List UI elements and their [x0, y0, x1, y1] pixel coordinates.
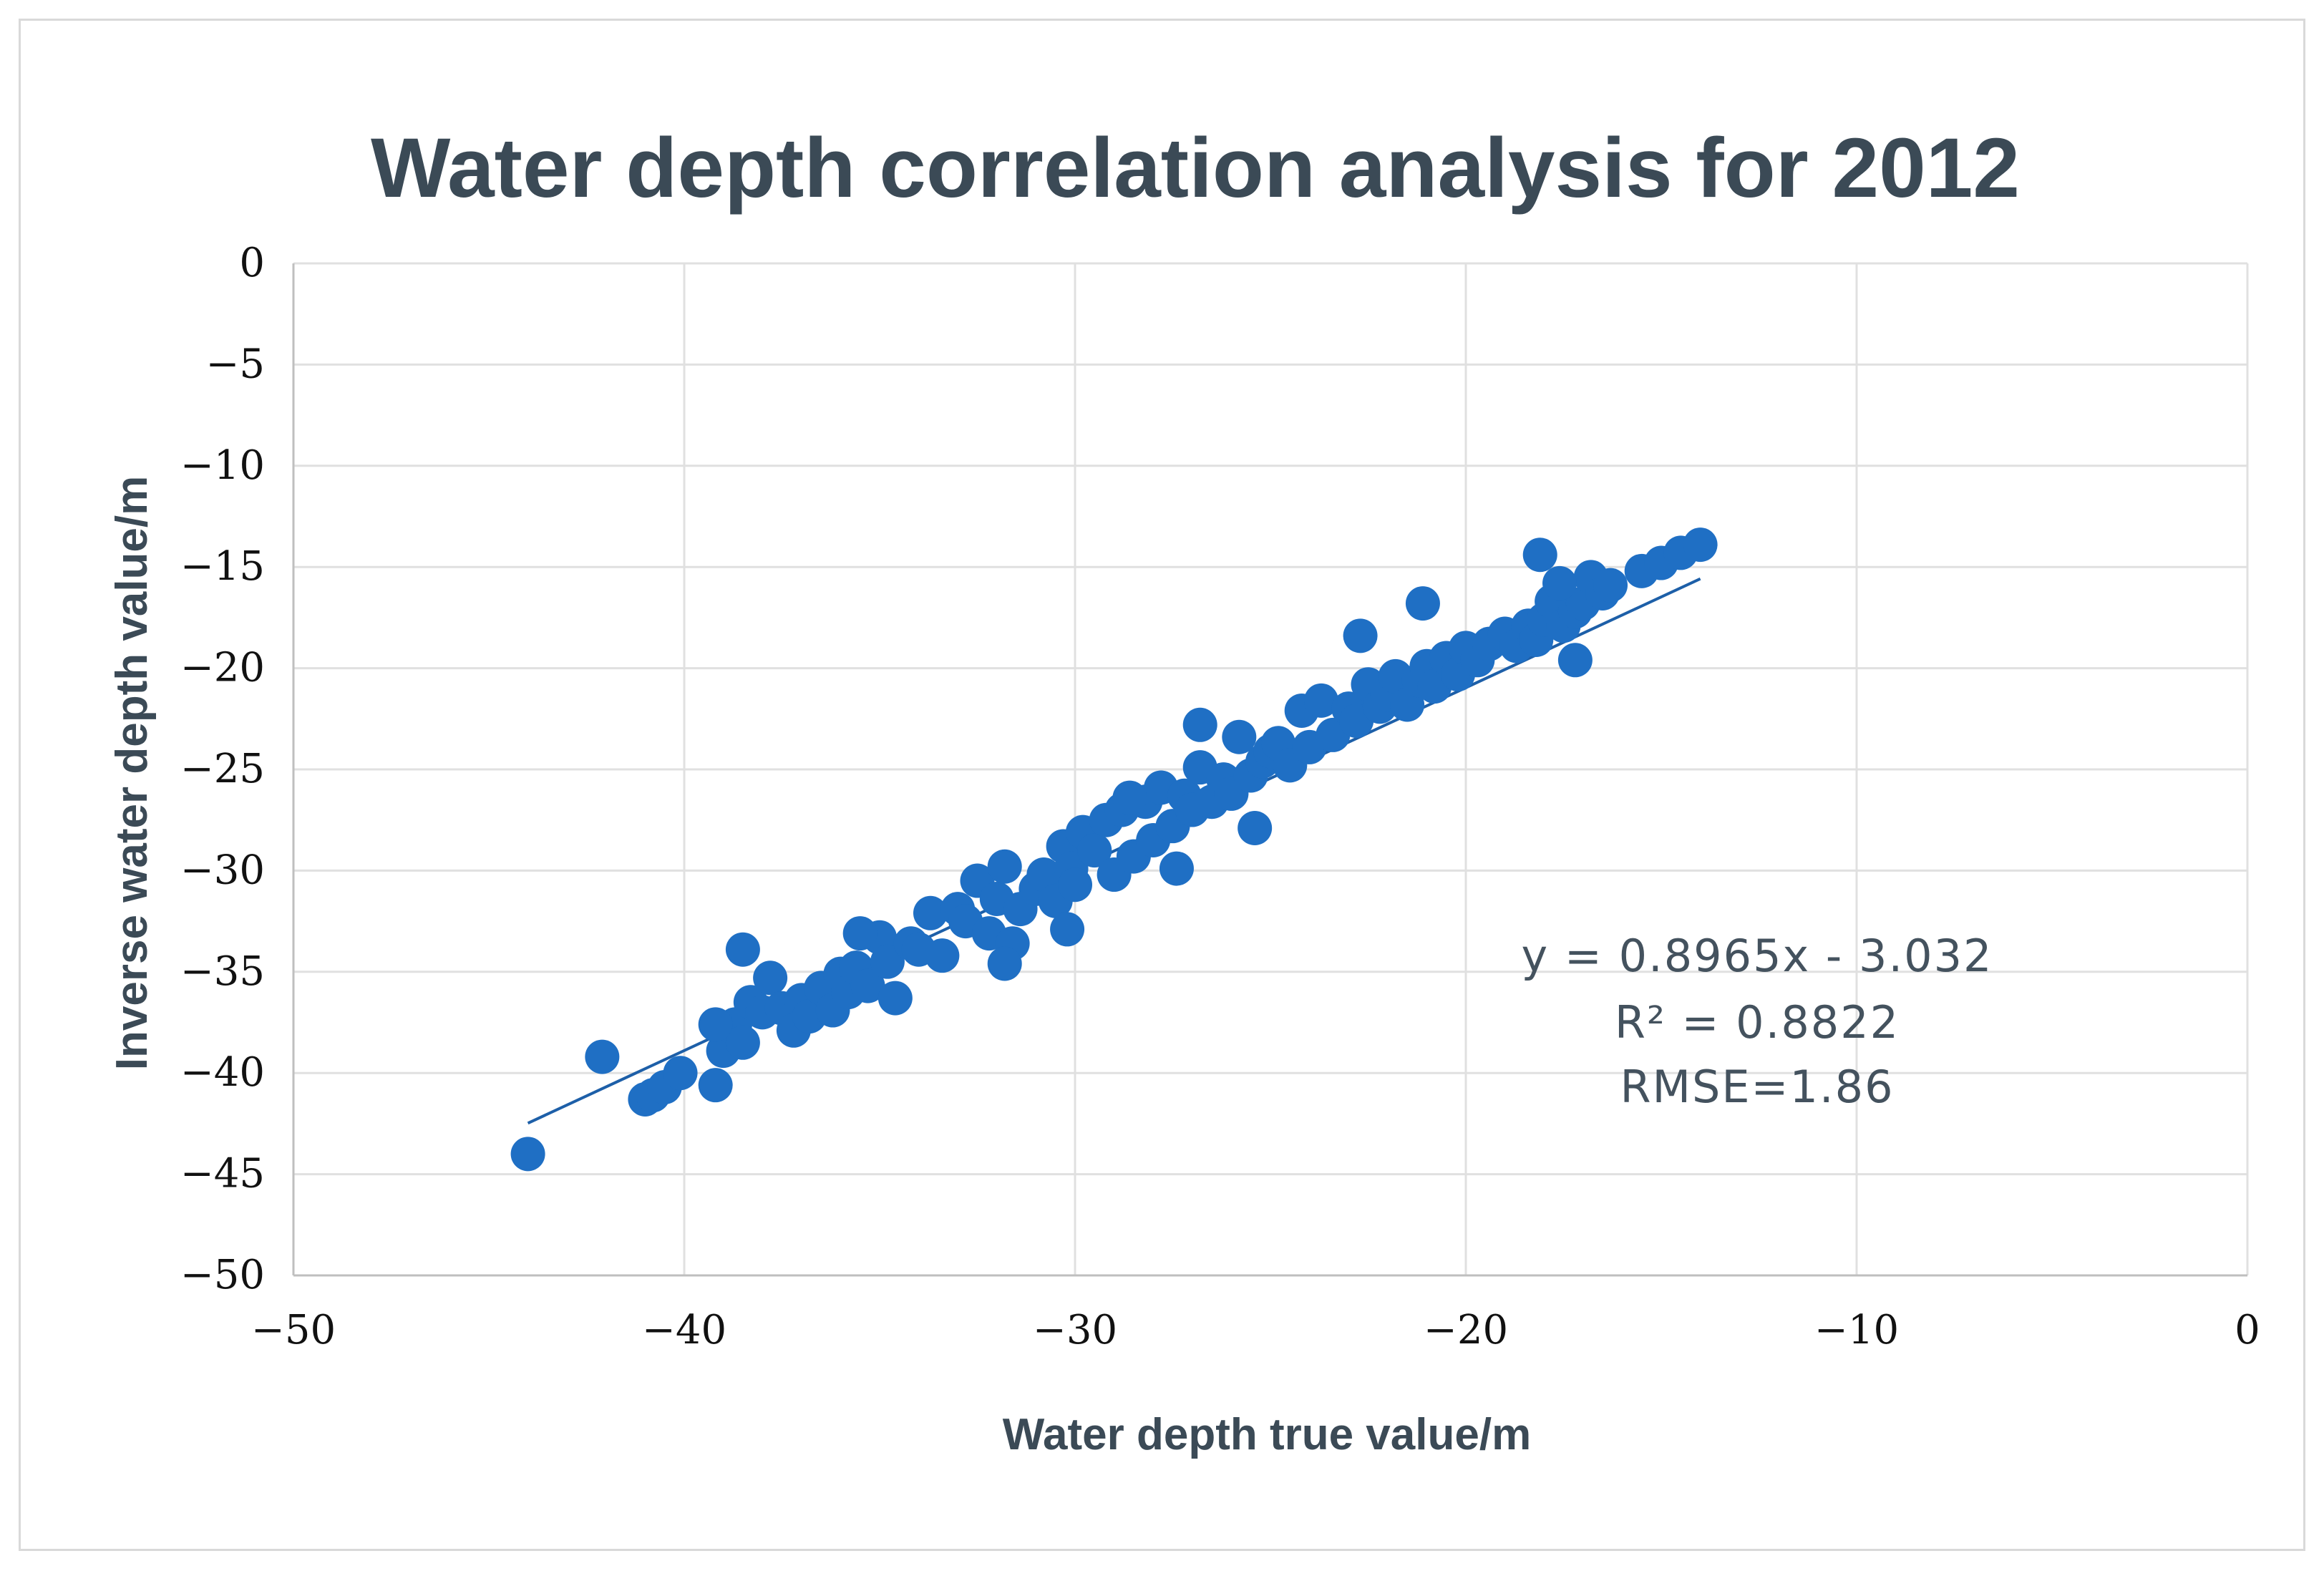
data-point: [1222, 719, 1257, 754]
data-point: [1058, 867, 1092, 903]
data-point: [1050, 912, 1085, 947]
data-point: [1112, 780, 1147, 815]
data-point: [850, 968, 885, 1003]
chart-title: Water depth correlation analysis for 201…: [371, 121, 2020, 215]
data-point: [1522, 538, 1557, 573]
data-point: [1182, 707, 1217, 742]
data-point: [1077, 833, 1112, 868]
y-tick-label: −15: [180, 543, 265, 590]
data-point: [1593, 568, 1628, 603]
grid-layer: [293, 262, 2249, 1275]
y-tick-label: −50: [180, 1252, 265, 1298]
data-point: [1557, 643, 1593, 678]
y-tick-label: −10: [180, 442, 265, 489]
y-tick-label: 0: [239, 240, 265, 286]
data-point: [1542, 565, 1577, 600]
data-point: [1303, 683, 1338, 718]
data-point: [987, 946, 1022, 981]
data-point: [1238, 811, 1273, 846]
data-point: [1026, 857, 1061, 892]
regression-equation: y = 0.8965x - 3.032: [1522, 930, 1993, 982]
data-point: [725, 1025, 760, 1060]
x-tick-label: −50: [251, 1307, 336, 1353]
data-point: [698, 1007, 733, 1042]
x-tick-label: −10: [1814, 1307, 1899, 1353]
r-squared-label: R² = 0.8822: [1615, 996, 1900, 1049]
tick-labels: −50 −40 −30 −20 −10 0 0 −5 −10 −15 −20 −25 −30 −35 −40…: [180, 240, 2260, 1353]
axis-layer: [292, 263, 2247, 1277]
data-point: [663, 1056, 698, 1091]
data-point: [725, 932, 760, 967]
data-points: [510, 527, 1718, 1172]
data-point: [987, 849, 1022, 884]
data-point: [1405, 586, 1440, 621]
data-point: [1683, 527, 1718, 563]
y-tick-label: −45: [180, 1151, 265, 1197]
x-tick-label: −40: [642, 1307, 726, 1353]
y-tick-label: −30: [180, 847, 265, 893]
data-point: [870, 944, 905, 979]
data-point: [698, 1068, 733, 1103]
y-tick-label: −20: [180, 645, 265, 691]
y-axis-title: Inverse water depth value/m: [107, 476, 157, 1070]
data-point: [913, 895, 948, 930]
y-tick-label: −25: [180, 746, 265, 792]
data-point: [1343, 618, 1378, 653]
data-point: [925, 938, 960, 973]
x-tick-label: −20: [1424, 1307, 1508, 1353]
x-tick-label: 0: [2235, 1307, 2260, 1353]
data-point: [585, 1039, 620, 1074]
x-tick-label: −30: [1033, 1307, 1117, 1353]
data-point: [1159, 851, 1194, 886]
data-point: [510, 1137, 545, 1172]
y-tick-label: −35: [180, 948, 265, 995]
x-axis-title: Water depth true value/m: [1003, 1410, 1531, 1459]
data-point: [753, 960, 788, 996]
data-point: [842, 916, 877, 951]
y-tick-label: −5: [205, 341, 265, 387]
y-tick-label: −40: [180, 1049, 265, 1096]
regression-annotation: y = 0.8965x - 3.032 R² = 0.8822 RMSE=1.8…: [1522, 930, 1993, 1113]
data-point: [877, 981, 913, 1016]
rmse-label: RMSE=1.86: [1620, 1061, 1894, 1113]
